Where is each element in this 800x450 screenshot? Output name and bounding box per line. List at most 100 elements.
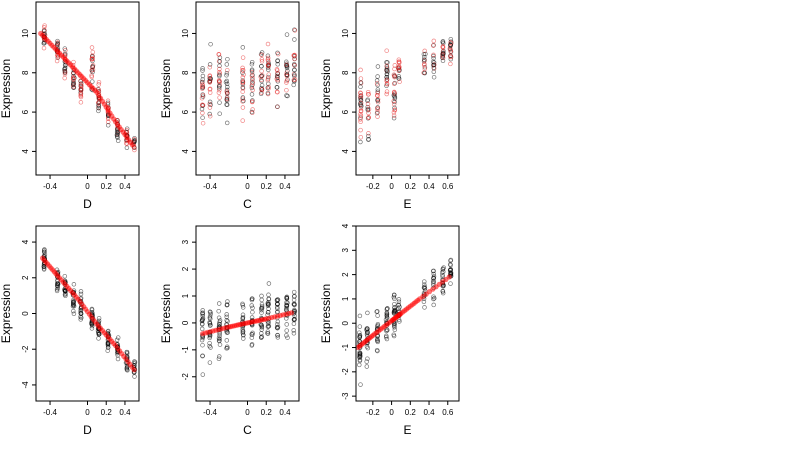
data-point [224, 302, 230, 307]
data-point [291, 294, 297, 299]
data-point [431, 279, 437, 284]
data-point [217, 333, 222, 339]
data-point-red [275, 89, 280, 95]
data-point [365, 356, 370, 361]
data-point [114, 337, 120, 343]
x-tick-label: 0.2 [101, 408, 113, 417]
data-point [365, 107, 371, 113]
plot-frame [355, 1, 460, 176]
x-tick-label: 0.2 [261, 408, 273, 417]
data-point [431, 296, 436, 302]
data-point [391, 332, 396, 337]
plot-frame [35, 1, 140, 176]
data-point [431, 302, 436, 308]
data-point-red [207, 79, 213, 84]
data-point-red [240, 55, 246, 60]
data-point-red [96, 82, 101, 87]
data-point [62, 65, 68, 71]
data-point [265, 90, 271, 96]
data-point [265, 324, 271, 329]
data-point-red [397, 79, 402, 85]
data-point-red [384, 89, 390, 94]
data-point-red [374, 81, 380, 86]
data-point-red [266, 63, 271, 68]
data-point [384, 306, 390, 311]
data-point-red [266, 72, 271, 77]
data-point [441, 265, 446, 270]
data-point [375, 105, 380, 110]
data-point [42, 252, 48, 257]
data-point [41, 41, 46, 46]
data-point-red [431, 38, 437, 44]
data-point [240, 45, 246, 50]
data-point [225, 56, 230, 62]
data-point [200, 313, 205, 319]
x-axis-label: E [403, 197, 411, 211]
data-point [249, 303, 254, 308]
y-tick-label: -1 [181, 346, 190, 354]
data-point-red [384, 91, 389, 97]
data-point [217, 63, 222, 69]
data-point-red [392, 66, 397, 72]
data-point [265, 85, 271, 91]
data-point [396, 303, 401, 308]
data-point-red [391, 81, 397, 87]
data-point-red [105, 98, 111, 104]
scatter-points [199, 27, 298, 126]
data-point-red [422, 48, 427, 54]
data-point-red [284, 87, 289, 93]
data-point [266, 81, 271, 86]
x-tick-label: 0.2 [405, 182, 417, 191]
data-point-red [207, 101, 212, 107]
x-tick-label: -0.2 [366, 408, 380, 417]
data-point [106, 328, 111, 334]
data-point [208, 311, 213, 317]
data-point [217, 55, 223, 60]
data-point [217, 354, 222, 359]
x-tick-label: -0.4 [43, 408, 57, 417]
data-point [384, 71, 390, 77]
data-point [132, 359, 137, 364]
data-point [105, 348, 110, 353]
data-point [115, 353, 120, 358]
data-point [105, 123, 111, 128]
data-point [89, 307, 95, 313]
trend-line [40, 255, 137, 373]
data-point [259, 297, 264, 303]
data-point-red [422, 66, 428, 72]
data-point [224, 97, 229, 102]
data-point [385, 327, 390, 333]
data-point-red [284, 62, 289, 68]
data-point [284, 303, 290, 308]
y-tick-label: 4 [341, 149, 350, 154]
data-point [357, 313, 363, 319]
data-point [375, 313, 380, 318]
trend-line [38, 30, 135, 148]
data-point-red [396, 64, 402, 69]
data-point [384, 75, 389, 80]
data-point [200, 115, 205, 120]
data-point [275, 297, 281, 303]
data-point-red [71, 77, 76, 82]
data-point [249, 59, 255, 65]
data-point [89, 323, 95, 329]
data-point [275, 104, 280, 109]
data-point [421, 51, 427, 57]
data-point-red [207, 86, 213, 92]
data-point [207, 99, 213, 105]
data-point-red [216, 52, 222, 57]
data-point [358, 80, 364, 85]
data-point [78, 291, 84, 297]
y-tick-label: 1 [181, 293, 190, 298]
data-point-red [105, 119, 111, 125]
data-point [259, 327, 264, 332]
data-point [78, 311, 84, 316]
data-point [224, 312, 229, 317]
data-point-red [422, 61, 427, 67]
data-point-red [358, 134, 364, 140]
data-point [240, 85, 246, 90]
data-point [364, 364, 370, 369]
data-point [422, 57, 427, 62]
data-point [217, 322, 222, 327]
data-point [225, 299, 230, 304]
